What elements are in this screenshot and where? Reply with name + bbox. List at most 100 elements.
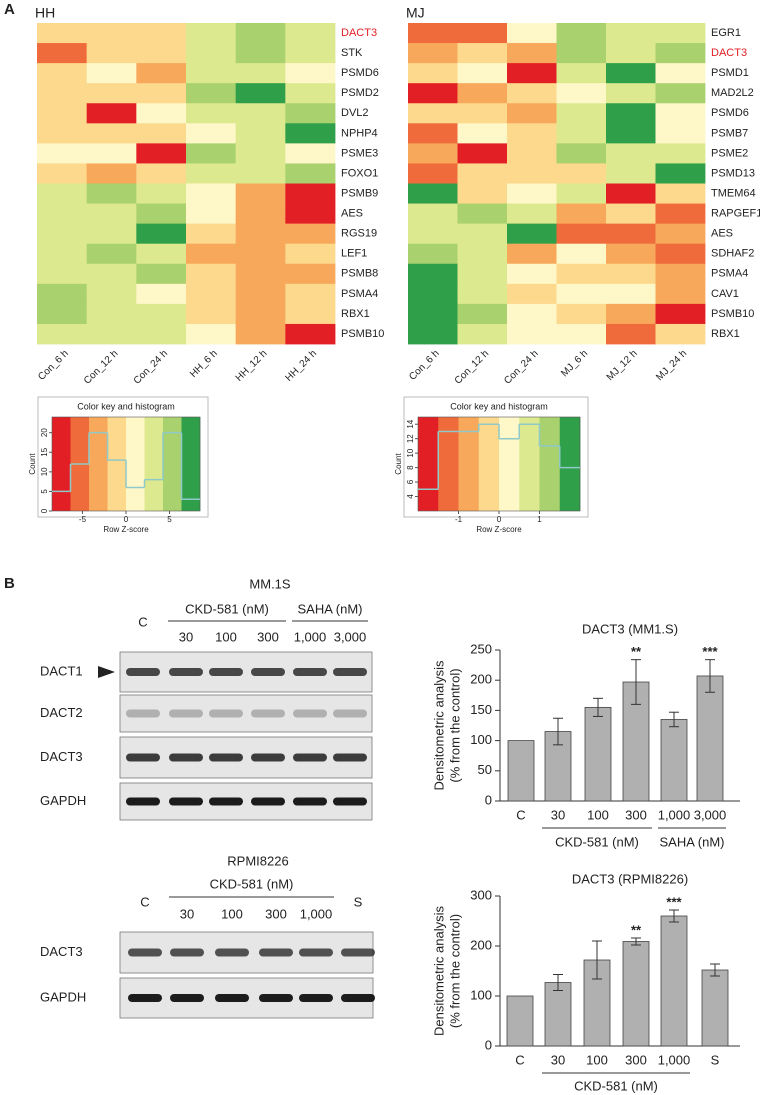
heatmap-cell <box>285 323 336 345</box>
blot-group-label: SAHA (nM) <box>297 601 362 616</box>
y-tick-label: 100 <box>470 732 492 747</box>
heatmap-cell <box>285 163 336 184</box>
column-label: MJ_12 h <box>605 348 640 383</box>
heatmap-cell <box>235 243 286 265</box>
heatmap-cell <box>136 183 187 204</box>
blot-strip <box>119 694 373 733</box>
blot-row-label: DACT2 <box>40 705 83 720</box>
heatmap-cell <box>408 143 458 164</box>
key-title: Color key and histogram <box>450 401 548 411</box>
y-tick-label: 0 <box>40 508 49 513</box>
heatmap-cell <box>606 163 656 184</box>
heatmap-cell <box>37 83 88 104</box>
heatmap-cell <box>457 243 508 265</box>
heatmap-cell <box>507 243 557 265</box>
blot-band <box>333 797 367 806</box>
bar <box>584 706 612 802</box>
heatmap-cell <box>186 143 237 164</box>
blot-row-label: DACT1 <box>40 663 83 678</box>
blot-band <box>341 948 375 957</box>
row-label: PSMD2 <box>341 87 379 99</box>
blot-title: MM.1S <box>249 576 291 591</box>
heatmap-cell <box>457 83 508 104</box>
heatmap-cell <box>186 43 237 64</box>
blot-band <box>126 709 160 718</box>
heatmap-cell <box>186 283 237 305</box>
lane-label: S <box>354 894 363 909</box>
heatmap-cell <box>86 123 137 144</box>
heatmap-cell <box>285 23 336 44</box>
heatmap-cell <box>235 183 286 204</box>
heatmap-cell <box>556 263 607 285</box>
heatmap-cell <box>136 83 187 104</box>
heatmap-cell <box>556 223 607 245</box>
chart-title: DACT3 (RPMI8226) <box>572 871 688 886</box>
row-label: PSMB9 <box>341 187 378 199</box>
lane-label: 300 <box>257 629 279 644</box>
heatmap-cell <box>655 323 706 345</box>
heatmap-cell <box>186 123 237 144</box>
key-bin <box>539 417 561 511</box>
y-tick-label: 10 <box>406 448 415 457</box>
heatmap-cell <box>655 303 706 325</box>
heatmap-cell <box>507 103 557 124</box>
heatmap-cell <box>136 63 187 84</box>
y-tick-label: 50 <box>478 762 492 777</box>
significance: *** <box>702 644 718 659</box>
column-label: MJ_6 h <box>559 348 590 379</box>
bar <box>660 719 688 802</box>
heatmap-cell <box>136 143 187 164</box>
x-tick-label: 100 <box>586 1052 608 1067</box>
x-tick-label: 3,000 <box>694 807 727 822</box>
heatmap-cell <box>37 43 88 64</box>
group-label: CKD-581 (nM) <box>574 1078 658 1093</box>
row-label: RBX1 <box>711 328 740 340</box>
row-label: DVL2 <box>341 107 369 119</box>
heatmap-cell <box>606 43 656 64</box>
bar <box>622 941 650 1047</box>
heatmap-title: MJ <box>406 5 425 21</box>
blot-row-label: GAPDH <box>40 793 86 808</box>
x-tick-label: C <box>516 807 525 822</box>
blot-band <box>126 668 160 676</box>
heatmap-cell <box>37 183 88 204</box>
heatmap-cell <box>86 163 137 184</box>
heatmap-cell <box>606 63 656 84</box>
heatmap-cell <box>556 283 607 305</box>
y-tick-label: 200 <box>470 937 492 952</box>
heatmap-cell <box>606 263 656 285</box>
heatmap-cell <box>136 243 187 265</box>
heatmap-cell <box>37 103 88 124</box>
blot-row-label: DACT3 <box>40 749 83 764</box>
heatmap-cell <box>408 183 458 204</box>
heatmap-cell <box>655 243 706 265</box>
heatmap-cell <box>186 223 237 245</box>
row-label: PSMD6 <box>341 67 379 79</box>
heatmap-cell <box>457 263 508 285</box>
bar <box>660 915 688 1047</box>
heatmap-cell <box>136 303 187 325</box>
row-label: RGS19 <box>341 228 377 240</box>
heatmap-cell <box>507 263 557 285</box>
heatmap-cell <box>556 243 607 265</box>
x-tick-label: 1,000 <box>658 807 691 822</box>
heatmap-cell <box>507 203 557 225</box>
heatmap-cell <box>37 143 88 164</box>
y-axis-label: (% from the control) <box>447 668 462 782</box>
lane-label: C <box>140 894 149 909</box>
blot-group-label: CKD-581 (nM) <box>210 876 294 891</box>
heatmap-cell <box>556 203 607 225</box>
heatmap-cell <box>457 203 508 225</box>
heatmap-cell <box>186 83 237 104</box>
y-tick-label: 10 <box>40 467 49 476</box>
x-tick-label: C <box>515 1052 524 1067</box>
column-label: Con_24 h <box>502 348 540 386</box>
key-bin <box>52 417 71 511</box>
y-tick-label: 6 <box>406 479 415 484</box>
row-label: EGR1 <box>711 27 741 39</box>
panel-label: A <box>4 1 15 18</box>
y-tick-label: 0 <box>485 792 492 807</box>
heatmap-cell <box>655 123 706 144</box>
heatmap-cell <box>235 283 286 305</box>
blot-band <box>299 994 333 1002</box>
